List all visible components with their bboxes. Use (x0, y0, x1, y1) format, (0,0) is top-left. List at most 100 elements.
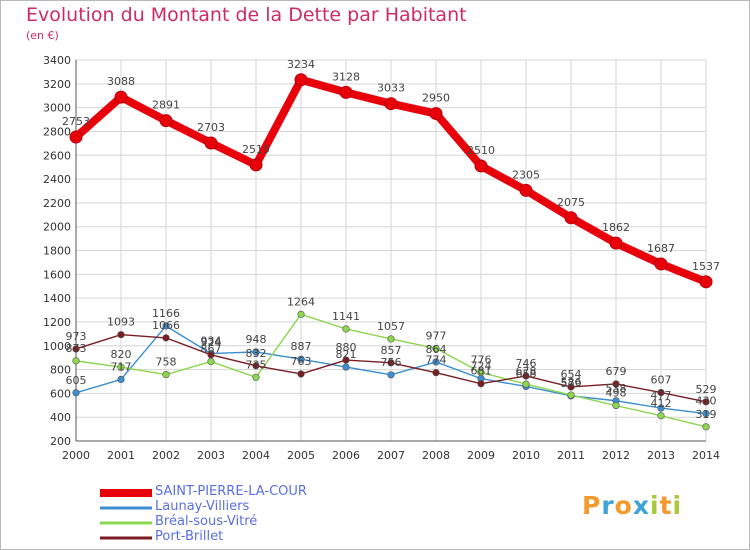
data-label: 1141 (332, 310, 360, 323)
data-label: 2703 (197, 121, 225, 134)
data-point (567, 383, 575, 391)
data-point (252, 348, 260, 356)
data-label: 887 (291, 340, 312, 353)
data-label: 756 (381, 356, 402, 369)
data-point (477, 380, 485, 388)
data-point (657, 388, 665, 397)
data-label: 820 (111, 348, 132, 361)
data-label: 477 (651, 389, 672, 402)
data-label: 579 (561, 377, 582, 390)
data-label: 821 (336, 348, 357, 361)
data-label: 924 (201, 336, 222, 349)
logo-letter: t (659, 491, 673, 520)
y-tick-label: 1600 (43, 268, 71, 281)
data-point (204, 136, 218, 150)
data-point (657, 404, 665, 412)
x-tick-label: 2012 (602, 449, 630, 462)
data-label: 681 (471, 365, 492, 378)
data-point (159, 114, 173, 128)
data-label: 654 (561, 368, 582, 381)
data-label: 1057 (377, 320, 405, 333)
legend-swatch (100, 488, 152, 497)
data-label: 735 (246, 358, 267, 371)
data-label: 724 (471, 360, 492, 373)
x-tick-label: 2006 (332, 449, 360, 462)
legend-item-saint-pierre-la-cour: SAINT-PIERRE-LA-COUR (100, 484, 400, 500)
data-label: 586 (561, 376, 582, 389)
data-point (162, 370, 170, 379)
x-tick-label: 2004 (242, 449, 270, 462)
data-label: 776 (471, 353, 492, 366)
legend-item-launay-villiers: Launay-Villiers (100, 499, 400, 515)
data-point (252, 373, 260, 381)
legend-label: Launay-Villiers (155, 499, 250, 514)
data-label: 678 (516, 365, 537, 378)
y-tick-label: 2400 (43, 173, 71, 186)
data-point (297, 370, 305, 378)
data-point (522, 380, 530, 388)
data-label: 758 (156, 356, 177, 369)
data-point (342, 356, 350, 364)
data-point (477, 368, 485, 377)
legend-label: Bréal-sous-Vitré (155, 514, 258, 529)
data-point (117, 331, 125, 339)
y-tick-label: 2600 (43, 149, 71, 162)
data-label: 412 (651, 397, 672, 410)
data-label: 880 (336, 341, 357, 354)
logo-letter: x (632, 491, 650, 520)
data-label: 658 (516, 367, 537, 380)
data-label: 774 (426, 354, 447, 367)
data-point (72, 345, 80, 353)
data-label: 1862 (602, 221, 630, 234)
data-label: 1687 (647, 242, 675, 255)
data-label: 430 (696, 395, 717, 408)
data-label: 717 (111, 360, 132, 373)
data-label: 857 (381, 344, 402, 357)
data-label: 1537 (692, 260, 720, 273)
y-tick-label: 1400 (43, 292, 71, 305)
x-tick-label: 2014 (692, 449, 720, 462)
data-point (612, 401, 620, 410)
data-label: 2753 (62, 115, 90, 128)
data-point (702, 398, 710, 406)
data-point (609, 236, 623, 250)
data-point (207, 351, 215, 359)
data-label: 2510 (467, 144, 495, 157)
data-point (432, 358, 440, 366)
legend-swatch (100, 536, 152, 539)
y-tick-label: 600 (50, 387, 71, 400)
y-tick-label: 200 (50, 435, 71, 448)
x-tick-label: 2005 (287, 449, 315, 462)
y-tick-label: 800 (50, 364, 71, 377)
data-point (702, 410, 710, 418)
y-tick-label: 1800 (43, 245, 71, 258)
data-point (114, 90, 128, 104)
data-point (654, 257, 668, 271)
data-label: 977 (426, 329, 447, 342)
logo-letter: o (614, 491, 633, 520)
data-label: 2891 (152, 99, 180, 112)
data-point (387, 371, 395, 379)
data-label: 746 (516, 357, 537, 370)
chart-subtitle: (en €) (26, 29, 59, 42)
data-label: 607 (651, 374, 672, 387)
logo-letter: i (650, 491, 660, 520)
data-point (249, 158, 263, 172)
data-label: 538 (606, 382, 627, 395)
y-tick-label: 2000 (43, 221, 71, 234)
legend-label: SAINT-PIERRE-LA-COUR (155, 484, 307, 499)
data-label: 605 (66, 374, 87, 387)
data-label: 2950 (422, 92, 450, 105)
data-label: 679 (606, 365, 627, 378)
data-point (702, 423, 710, 431)
x-tick-label: 2010 (512, 449, 540, 462)
y-tick-label: 3400 (43, 54, 71, 67)
data-point (519, 183, 533, 197)
data-label: 763 (291, 355, 312, 368)
data-label: 2075 (557, 196, 585, 209)
y-tick-label: 3000 (43, 102, 71, 115)
x-tick-label: 2009 (467, 449, 495, 462)
data-point (387, 359, 395, 367)
data-point (657, 412, 665, 420)
chart-title: Evolution du Montant de la Dette par Hab… (26, 4, 467, 26)
